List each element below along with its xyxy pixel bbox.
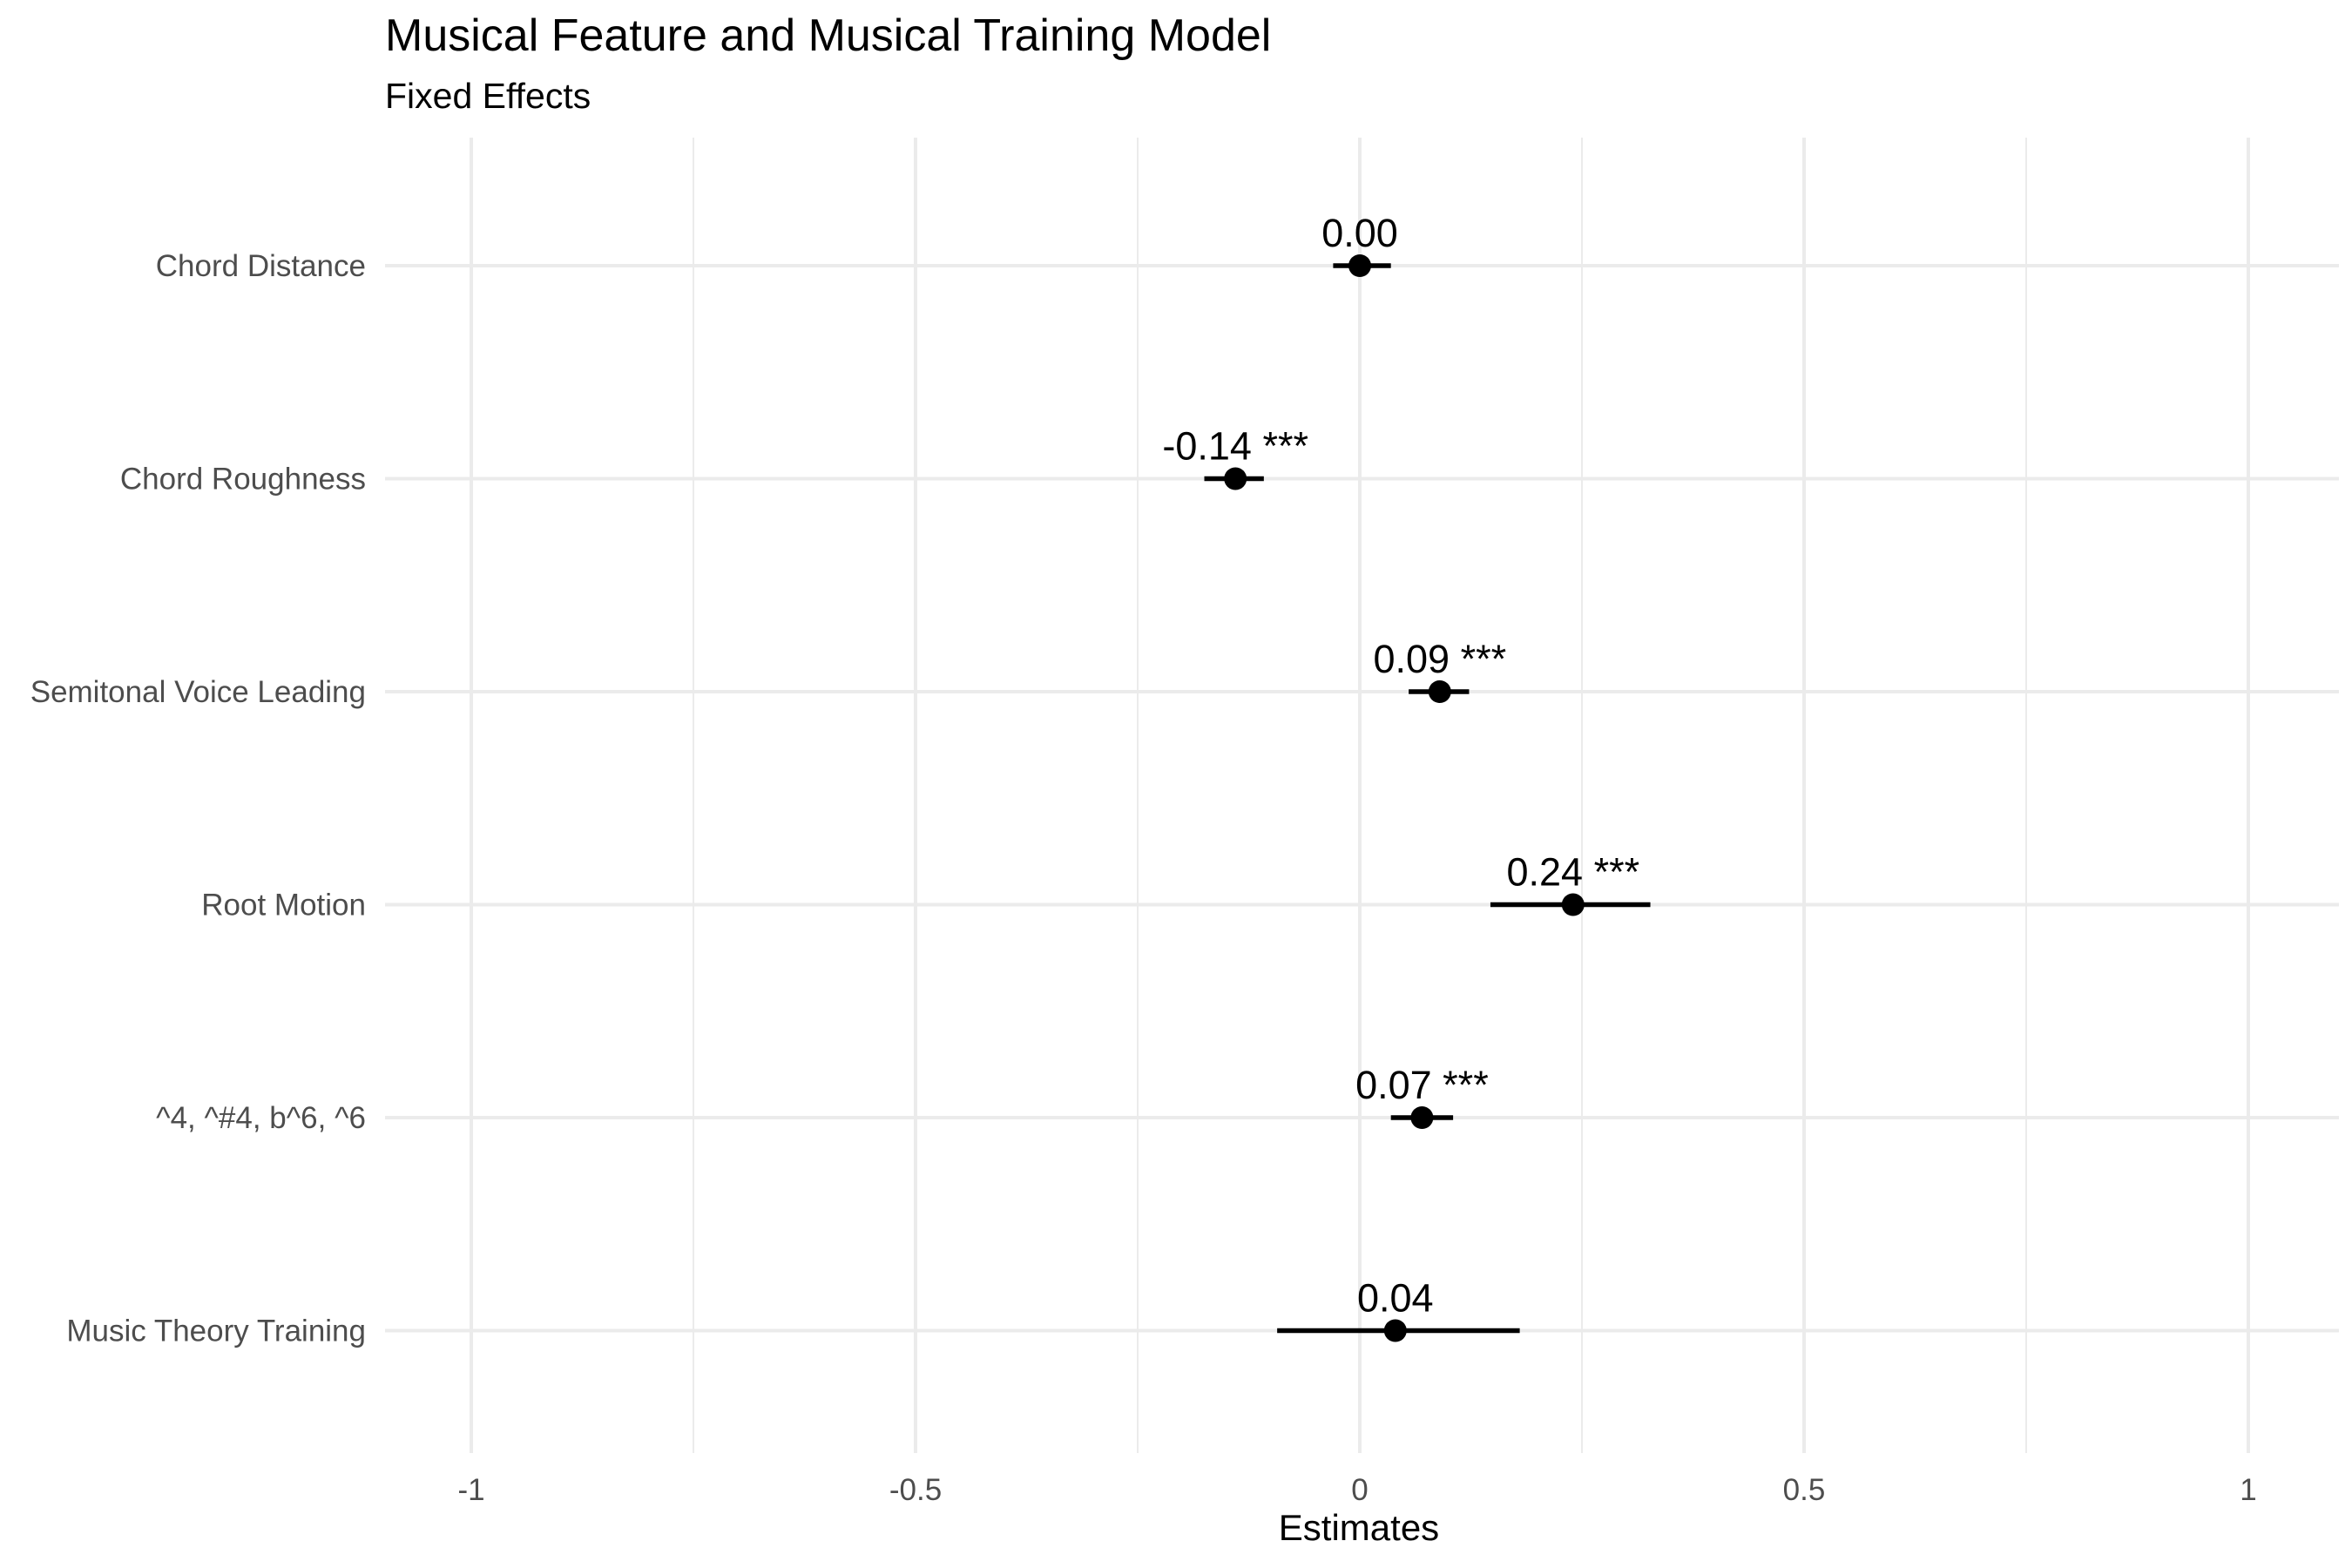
y-axis: Chord Distance Chord Roughness Semitonal V… [30, 249, 366, 1348]
x-axis: -1 -0.5 0 0.5 1 [457, 1473, 2256, 1507]
estimate-label: -0.14 *** [1162, 424, 1308, 469]
grid-lines [385, 138, 2339, 1453]
y-tick-label: Chord Roughness [120, 463, 366, 497]
y-tick-label: Chord Distance [156, 249, 366, 283]
estimate-marks: 0.00 -0.14 *** 0.09 *** 0.24 *** 0.07 *** 0.0… [1162, 211, 1651, 1342]
x-tick-label: 0 [1351, 1473, 1368, 1507]
x-tick-label: -0.5 [889, 1473, 942, 1507]
chart-subtitle: Fixed Effects [385, 76, 591, 116]
estimate-label: 0.04 [1357, 1276, 1434, 1321]
estimate-point [1410, 1106, 1434, 1129]
x-tick-label: -1 [457, 1473, 484, 1507]
estimate-label: 0.24 *** [1506, 850, 1639, 895]
y-tick-label: Semitonal Voice Leading [30, 675, 366, 709]
y-tick-label: Root Motion [201, 889, 366, 923]
estimate-label: 0.09 *** [1373, 637, 1506, 681]
x-tick-label: 1 [2240, 1473, 2256, 1507]
estimate-point [1224, 467, 1247, 490]
x-axis-label: Estimates [1279, 1507, 1439, 1548]
chart-title: Musical Feature and Musical Training Mod… [385, 10, 1271, 61]
estimate-point [1428, 680, 1451, 703]
x-tick-label: 0.5 [1783, 1473, 1826, 1507]
y-tick-label: ^4, ^#4, b^6, ^6 [156, 1101, 366, 1135]
estimate-label: 0.07 *** [1355, 1063, 1489, 1107]
estimate-point [1561, 893, 1585, 916]
estimate-point [1383, 1319, 1407, 1342]
estimate-label: 0.00 [1321, 211, 1398, 255]
estimate-point [1348, 254, 1371, 277]
y-tick-label: Music Theory Training [66, 1315, 366, 1348]
